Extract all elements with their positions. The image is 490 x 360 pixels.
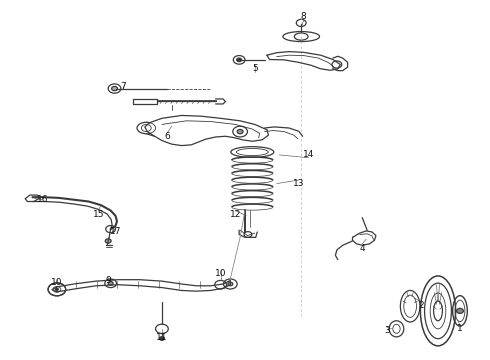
Text: 4: 4: [360, 244, 365, 253]
Text: 3: 3: [384, 326, 390, 335]
Text: 17: 17: [110, 228, 121, 237]
Circle shape: [105, 239, 111, 243]
Circle shape: [55, 288, 58, 291]
Text: 8: 8: [301, 12, 307, 21]
Circle shape: [159, 337, 164, 340]
Text: 11: 11: [156, 333, 168, 342]
Text: 13: 13: [293, 179, 304, 188]
Text: 5: 5: [252, 64, 258, 73]
Circle shape: [108, 282, 113, 285]
Text: 2: 2: [418, 301, 424, 310]
Circle shape: [228, 282, 233, 286]
Circle shape: [237, 58, 242, 62]
Circle shape: [237, 130, 243, 134]
Text: 15: 15: [93, 210, 104, 219]
Text: 12: 12: [229, 210, 241, 219]
Text: 14: 14: [303, 150, 314, 159]
Text: 9: 9: [105, 276, 111, 285]
Text: 10: 10: [51, 278, 63, 287]
Text: 10: 10: [215, 269, 226, 278]
Text: 7: 7: [120, 82, 126, 91]
Text: 16: 16: [36, 195, 48, 204]
Circle shape: [457, 309, 464, 314]
Circle shape: [112, 86, 118, 91]
Text: 1: 1: [457, 324, 463, 333]
Text: 6: 6: [164, 132, 170, 141]
